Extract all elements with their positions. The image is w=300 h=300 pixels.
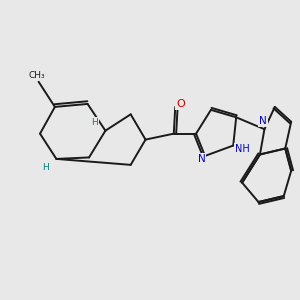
Text: NH: NH	[235, 144, 250, 154]
Text: H: H	[91, 118, 98, 127]
Text: CH₃: CH₃	[29, 70, 45, 80]
Text: N: N	[259, 116, 267, 126]
Text: N: N	[197, 154, 205, 164]
Text: H: H	[42, 163, 49, 172]
Text: O: O	[176, 99, 185, 109]
